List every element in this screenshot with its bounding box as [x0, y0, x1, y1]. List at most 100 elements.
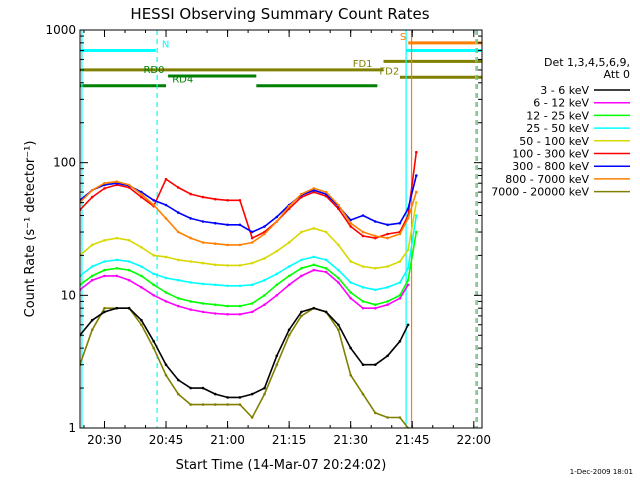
y-tick-label: 1 — [68, 421, 76, 435]
series-point-50-100-kev — [337, 243, 340, 247]
series-point-300-800-kev — [398, 221, 402, 225]
series-point-800-7000-kev — [90, 188, 94, 192]
series-point-3-6-kev — [140, 318, 143, 322]
series-point-12-25-kev — [312, 263, 316, 267]
series-point-50-100-kev — [140, 246, 143, 249]
series-point-800-7000-kev — [361, 230, 365, 234]
series-point-3-6-kev — [177, 378, 180, 382]
series-point-3-6-kev — [324, 310, 328, 314]
series-point-3-6-kev — [226, 396, 229, 399]
series-point-12-25-kev — [226, 304, 229, 308]
series-point-6-12-kev — [361, 306, 365, 310]
series-point-7000-20000-kev — [250, 416, 254, 419]
series-point-25-50-kev — [374, 288, 377, 292]
series-point-50-100-kev — [152, 254, 155, 257]
series-point-6-12-kev — [103, 274, 106, 278]
series-point-3-6-kev — [406, 323, 410, 327]
series-point-800-7000-kev — [189, 236, 192, 240]
series-point-800-7000-kev — [312, 187, 316, 190]
series-point-50-100-kev — [287, 241, 291, 244]
legend-entry-800-7000-kev: 800 - 7000 keV — [505, 173, 630, 186]
series-point-300-800-kev — [152, 199, 155, 202]
series-point-25-50-kev — [275, 272, 279, 276]
series-point-800-7000-kev — [214, 242, 217, 245]
series-point-100-300-kev — [415, 150, 418, 154]
series-point-25-50-kev — [214, 283, 217, 287]
series-point-6-12-kev — [238, 313, 242, 316]
series-point-50-100-kev — [103, 239, 106, 242]
series-point-6-12-kev — [177, 304, 180, 308]
series-point-50-100-kev — [226, 264, 229, 267]
series-point-6-12-kev — [287, 283, 291, 287]
series-point-3-6-kev — [337, 323, 340, 327]
series-point-300-800-kev — [164, 203, 168, 207]
series-point-25-50-kev — [415, 214, 418, 217]
series-point-50-100-kev — [189, 260, 192, 263]
series-point-300-800-kev — [275, 215, 279, 219]
series-point-3-6-kev — [398, 340, 402, 343]
flag-label-rd4: RD4 — [172, 75, 193, 86]
series-point-50-100-kev — [127, 239, 131, 242]
series-point-12-25-kev — [103, 268, 106, 272]
series-line-800-7000-kev — [80, 180, 418, 246]
series-line-50-100-kev — [80, 202, 418, 270]
series-point-12-25-kev — [406, 278, 410, 282]
series-point-800-7000-kev — [337, 203, 340, 207]
flag-label-s: S — [400, 32, 406, 43]
series-point-800-7000-kev — [140, 192, 143, 196]
series-point-12-25-kev — [189, 300, 192, 303]
series-point-100-300-kev — [90, 195, 94, 199]
series-point-3-6-kev — [189, 386, 192, 390]
series-point-12-25-kev — [324, 267, 328, 270]
series-point-100-300-kev — [386, 232, 389, 236]
legend-entry-25-50-kev: 25 - 50 keV — [526, 122, 630, 135]
series-point-800-7000-kev — [349, 221, 353, 225]
chart-title: HESSI Observing Summary Count Rates — [130, 5, 429, 23]
series-point-12-25-kev — [386, 300, 389, 303]
series-point-50-100-kev — [312, 227, 316, 230]
series-point-50-100-kev — [238, 264, 242, 267]
series-point-12-25-kev — [90, 274, 94, 278]
series-point-7000-20000-kev — [164, 373, 168, 377]
series-point-6-12-kev — [263, 303, 266, 307]
series-point-3-6-kev — [214, 392, 217, 396]
y-tick-label: 1000 — [45, 23, 76, 37]
series-point-25-50-kev — [287, 265, 291, 268]
series-point-3-6-kev — [300, 310, 303, 314]
legend-entry-3-6-kev: 3 - 6 keV — [540, 84, 630, 97]
series-point-25-50-kev — [164, 276, 168, 280]
series-point-6-12-kev — [90, 278, 94, 282]
series-point-6-12-kev — [164, 300, 168, 303]
series-point-100-300-kev — [312, 190, 316, 194]
series-point-12-25-kev — [349, 291, 353, 294]
series-point-25-50-kev — [324, 258, 328, 262]
series-point-6-12-kev — [374, 306, 377, 310]
series-point-300-800-kev — [189, 217, 192, 220]
series-point-7000-20000-kev — [103, 306, 106, 310]
series-point-7000-20000-kev — [361, 392, 365, 396]
series-point-800-7000-kev — [324, 190, 328, 194]
series-point-3-6-kev — [287, 328, 291, 332]
series-point-3-6-kev — [386, 354, 389, 358]
series-point-25-50-kev — [361, 286, 365, 289]
series-point-300-800-kev — [250, 230, 254, 234]
legend-label: 3 - 6 keV — [540, 84, 589, 97]
series-point-300-800-kev — [201, 220, 205, 223]
series-point-50-100-kev — [214, 263, 217, 267]
series-point-800-7000-kev — [226, 243, 229, 247]
series-point-3-6-kev — [263, 386, 266, 390]
series-point-100-300-kev — [250, 236, 254, 240]
series-point-6-12-kev — [349, 297, 353, 300]
legend-label: 6 - 12 keV — [533, 97, 589, 110]
series-point-12-25-kev — [415, 230, 418, 234]
series-point-6-12-kev — [312, 268, 316, 272]
series-line-100-300-kev — [80, 152, 418, 239]
series-point-7000-20000-kev — [140, 323, 143, 327]
flag-label-fd1: FD1 — [353, 59, 373, 70]
legend-entry-100-300-kev: 100 - 300 keV — [512, 148, 630, 161]
flag-label-rd0: RD0 — [143, 65, 164, 76]
series-point-6-12-kev — [189, 308, 192, 311]
series-point-25-50-kev — [152, 272, 155, 276]
series-point-12-25-kev — [287, 274, 291, 278]
series-point-7000-20000-kev — [287, 334, 291, 337]
